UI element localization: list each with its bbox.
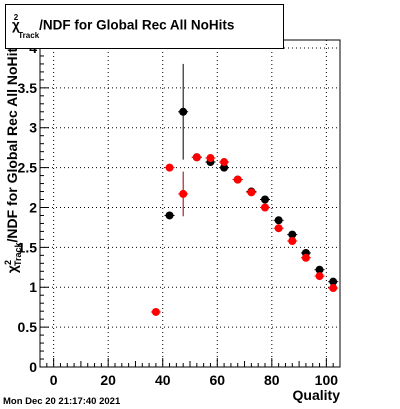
y-tick-label: 2.5 — [18, 160, 38, 176]
data-point — [261, 203, 269, 212]
data-point — [274, 224, 283, 233]
data-point — [261, 195, 269, 204]
data-point — [179, 189, 188, 198]
data-point — [165, 163, 174, 172]
data-point — [315, 265, 324, 274]
x-tick-label: 80 — [264, 372, 280, 388]
series-black — [164, 63, 339, 286]
y-tick-label: 3 — [29, 120, 37, 136]
y-tick-label: 0 — [29, 359, 37, 375]
data-point — [220, 163, 229, 172]
y-tick-label: 1 — [29, 279, 37, 295]
data-point — [288, 236, 297, 245]
data-point — [315, 272, 324, 281]
y-tick-label: 2 — [29, 199, 37, 215]
data-point — [247, 188, 256, 197]
title-prefix: χ — [12, 17, 20, 33]
timestamp: Mon Dec 20 21:17:40 2021 — [3, 396, 121, 407]
x-tick-label: 20 — [100, 372, 116, 388]
title-rest: /NDF for Global Rec All NoHits — [39, 17, 235, 33]
data-point — [329, 284, 338, 293]
x-tick-label: 40 — [155, 372, 171, 388]
data-point — [179, 107, 188, 116]
data-point — [288, 230, 297, 239]
data-point — [329, 277, 338, 286]
title-subscript: Track — [18, 31, 40, 41]
series-layer — [150, 63, 339, 316]
data-point — [274, 216, 283, 225]
x-tick-label: 0 — [50, 372, 58, 388]
y-axis-label: χ2Track/NDF for Global Rec All NoHits — [3, 40, 23, 273]
x-axis-label: Quality — [293, 387, 341, 403]
series-red — [150, 153, 339, 316]
chart-title: χ2 Track/NDF for Global Rec All NoHits — [12, 13, 235, 40]
title-box: χ2 Track/NDF for Global Rec All NoHits — [5, 4, 284, 49]
x-tick-label: 100 — [315, 372, 339, 388]
y-tick-label: 1.5 — [18, 239, 38, 255]
y-tick-label: 3.5 — [18, 80, 38, 96]
data-point — [233, 175, 242, 184]
data-point — [206, 154, 215, 163]
plot-frame — [39, 39, 341, 368]
data-point — [151, 307, 160, 316]
data-point — [165, 211, 174, 220]
data-point — [301, 253, 310, 262]
title-superscript: 2 — [13, 13, 19, 22]
y-tick-label: 0.5 — [18, 319, 38, 335]
x-tick-label: 60 — [209, 372, 225, 388]
grid-layer — [40, 40, 340, 368]
data-point — [192, 153, 201, 162]
data-point — [220, 158, 229, 167]
